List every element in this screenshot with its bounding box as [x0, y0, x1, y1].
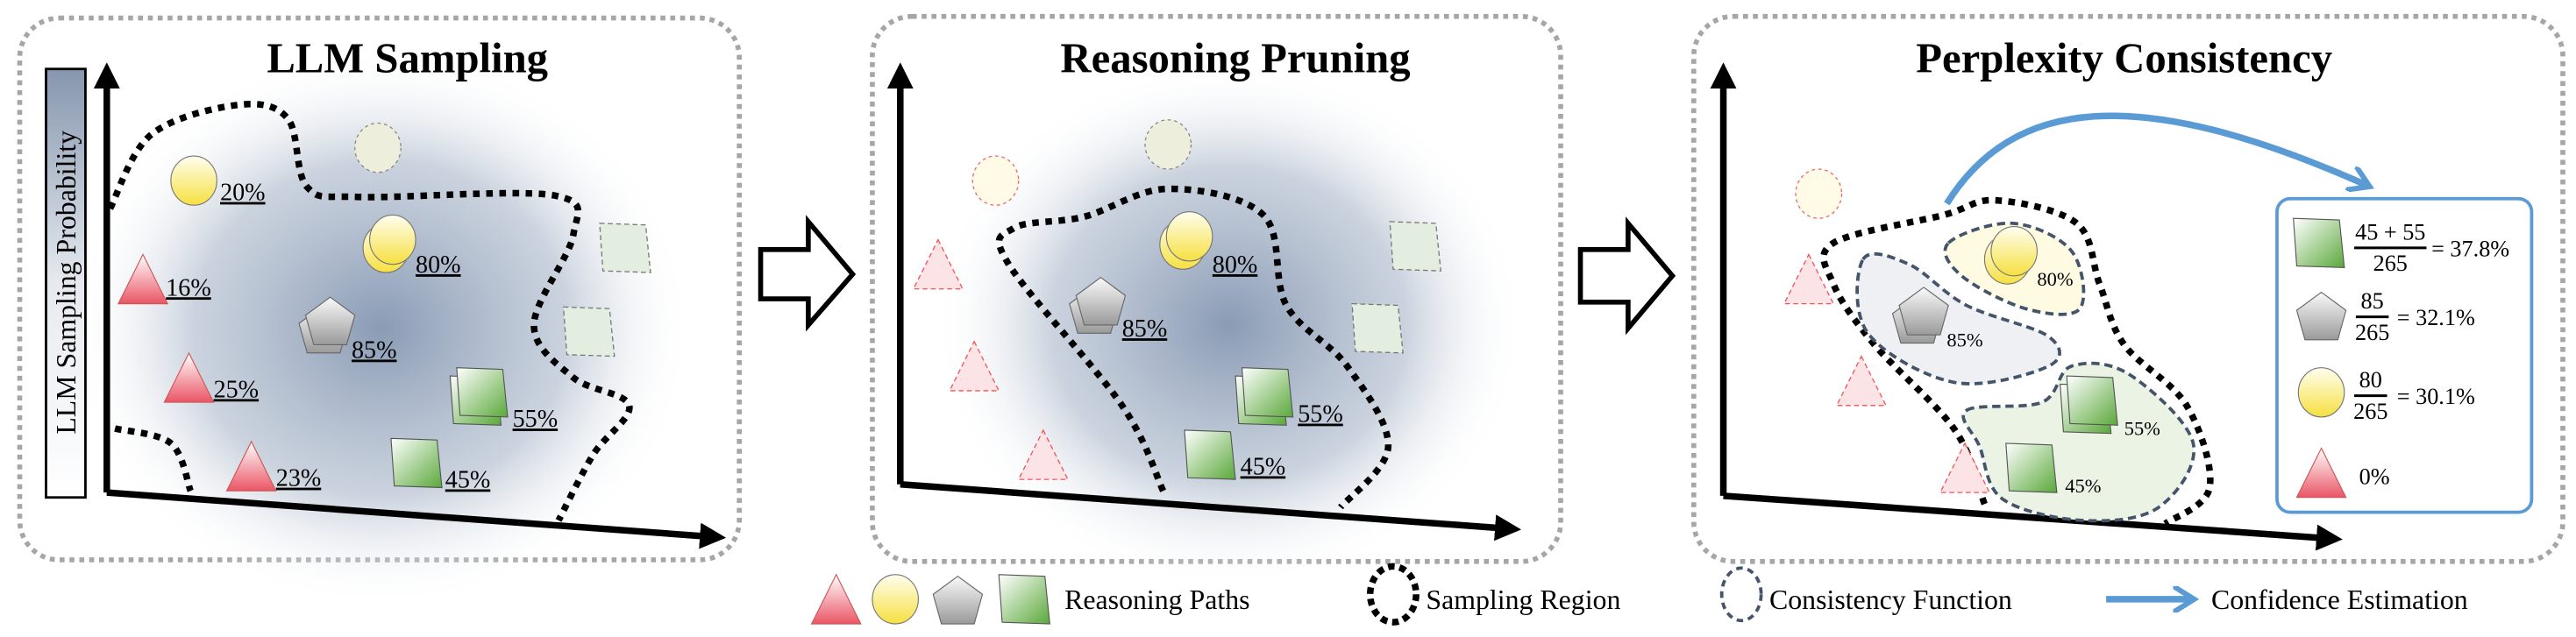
green-square-icon [1184, 429, 1236, 480]
pruned-circle-icon [354, 122, 402, 173]
panel-title: LLM Sampling [267, 34, 548, 81]
fraction-denominator: 265 [2353, 399, 2387, 424]
confidence-value: 0% [2359, 464, 2390, 490]
probability-label: 55% [2124, 418, 2160, 440]
red-triangle-icon [811, 574, 862, 625]
pruned-square-icon [599, 223, 651, 273]
sampling-probability-shade [68, 49, 694, 608]
legend-consistency-function: Consistency Function [1769, 584, 2012, 615]
y-axis-label: LLM Sampling Probability [51, 131, 82, 435]
pruned-square-icon [1351, 302, 1404, 354]
consistency-function-icon [1719, 566, 1763, 623]
panel-reasoning-pruning: Reasoning Pruning 80% 85% 55% 45% [870, 13, 1563, 588]
sampling-region-outline [1820, 196, 2214, 527]
probability-label: 80% [416, 251, 461, 279]
pruned-circle-icon [1795, 168, 1843, 219]
legend: Reasoning Paths Sampling Region Consiste… [811, 563, 2468, 626]
pruned-circle-icon [1144, 119, 1192, 170]
x-axis [106, 489, 727, 549]
yellow-circle-icon [1165, 211, 1213, 262]
probability-label: 85% [1946, 329, 1982, 350]
fraction-denominator: 265 [2373, 251, 2408, 276]
yellow-circle-icon [1990, 226, 2038, 277]
probability-label: 25% [214, 376, 259, 403]
probability-label: 20% [220, 180, 266, 207]
confidence-value: = 37.8% [2431, 236, 2509, 261]
green-square-icon [998, 574, 1050, 625]
probability-label: 80% [2037, 268, 2073, 290]
panel-border [1690, 13, 2565, 564]
confidence-results-box: 45 + 55 265 = 37.8% 85 265 = 32.1% 80 26… [2275, 196, 2534, 514]
panel-perplexity-consistency: Perplexity Consistency 80% 85% 55% 45% 4… [1690, 13, 2565, 564]
panel-llm-sampling: LLM Sampling LLM Sampling Probability 20… [17, 15, 742, 608]
probability-label: 45% [445, 466, 490, 493]
legend-reasoning-paths: Reasoning Paths [1064, 584, 1249, 615]
probability-label: 85% [1122, 315, 1168, 343]
pruned-square-icon [1389, 221, 1441, 272]
probability-label: 45% [1241, 454, 1286, 481]
green-square-icon [390, 437, 443, 489]
probability-label: 16% [166, 274, 211, 301]
probability-label: 45% [2065, 475, 2101, 497]
pruned-square-icon [563, 306, 616, 357]
confidence-value: = 30.1% [2397, 384, 2475, 409]
yellow-circle-icon [170, 155, 217, 206]
fraction-numerator: 85 [2361, 288, 2384, 314]
yellow-circle-icon [369, 214, 416, 265]
fraction-numerator: 80 [2359, 367, 2382, 393]
gray-pentagon-icon [932, 576, 984, 625]
panel-title: Perplexity Consistency [1916, 34, 2332, 81]
consistency-cluster-gray [1855, 251, 2061, 386]
probability-label: 85% [352, 336, 397, 364]
results-box-border [2275, 196, 2534, 514]
yellow-circle-icon [2297, 367, 2345, 418]
sampling-probability-shade [933, 62, 1525, 588]
pruned-triangle-icon [1836, 355, 1887, 407]
confidence-value: = 32.1% [2397, 305, 2475, 330]
pruned-circle-icon [971, 155, 1020, 206]
legend-sampling-region: Sampling Region [1426, 584, 1620, 615]
green-square-icon [456, 367, 509, 418]
x-axis [900, 481, 1522, 541]
probability-label: 55% [513, 406, 559, 433]
green-square-icon [2005, 442, 2058, 493]
x-axis [1723, 492, 2343, 551]
sampling-region-outline [114, 425, 194, 492]
panel-border [870, 13, 1563, 564]
probability-label: 55% [1298, 401, 1342, 428]
panel-title: Reasoning Pruning [1060, 34, 1410, 81]
yellow-circle-icon [872, 574, 919, 625]
green-square-icon [2293, 217, 2345, 268]
sampling-region-icon [1366, 563, 1420, 626]
fraction-numerator: 45 + 55 [2355, 220, 2425, 245]
fraction-denominator: 265 [2355, 320, 2389, 345]
probability-label: 80% [1213, 251, 1257, 279]
step-arrow-icon [1577, 216, 1676, 336]
green-square-icon [2066, 375, 2118, 426]
probability-label: 23% [276, 465, 321, 492]
confidence-estimation-arrow [1944, 112, 2367, 206]
legend-confidence-estimation: Confidence Estimation [2211, 584, 2468, 615]
probability-colorbar [45, 67, 87, 499]
green-square-icon [1241, 367, 1294, 418]
step-arrow-icon [758, 215, 857, 332]
sampling-region-outline [107, 101, 633, 522]
